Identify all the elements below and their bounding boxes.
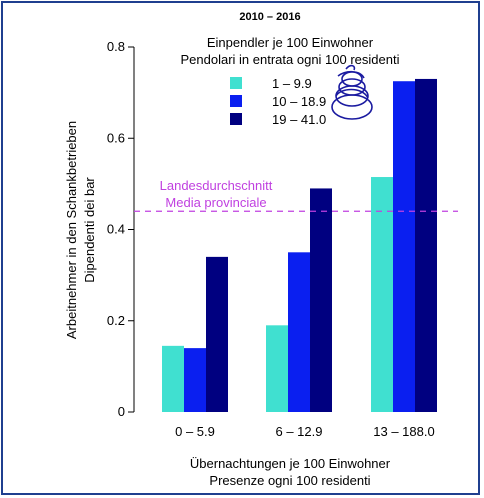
y-tick-label: 0.4 [107,222,125,237]
legend: 1 – 9.9 10 – 18.9 19 – 41.0 [230,76,326,127]
bar [415,78,437,412]
x-axis-label-line-1: Übernachtungen je 100 Einwohner [190,456,391,471]
legend-label: 10 – 18.9 [272,94,326,109]
reference-line-label: Media provinciale [165,195,266,210]
y-tick-label: 0.8 [107,39,125,54]
bar-series: 0 – 5.9 6 – 12.9 13 – 188.0 [162,78,437,439]
bar [393,81,415,412]
legend-label: 1 – 9.9 [272,76,312,91]
x-tick-label: 6 – 12.9 [276,424,323,439]
bar [266,325,288,412]
y-tick-label: 0.2 [107,313,125,328]
chart-title: 2010 – 2016 [239,11,300,23]
legend-swatch [230,95,242,107]
bar [162,345,184,412]
coiled-spring-logo-icon [331,64,373,120]
reference-line-group: Landesdurchschnitt Media provinciale [134,178,458,212]
x-tick-label: 0 – 5.9 [175,424,215,439]
legend-title-line-1: Einpendler je 100 Einwohner [207,35,374,50]
reference-line-label: Landesdurchschnitt [160,178,273,193]
y-tick-label: 0.6 [107,130,125,145]
x-axis-label-line-2: Presenze ogni 100 residenti [209,473,370,488]
y-axis-label-line-2: Dipendenti dei bar [82,177,97,283]
legend-label: 19 – 41.0 [272,112,326,127]
legend-title-line-2: Pendolari in entrata ogni 100 residenti [181,52,400,67]
bar [206,256,228,412]
y-axis-label-line-1: Arbeitnehmer in den Schankbetrieben [64,121,79,339]
plot-axes: 0 0.2 0.4 0.6 0.8 [107,39,135,419]
x-tick-label: 13 – 188.0 [373,424,434,439]
bar [288,252,310,412]
y-tick-label: 0 [118,404,125,419]
legend-swatch [230,77,242,89]
legend-swatch [230,113,242,125]
bar [184,348,206,412]
bar [371,177,393,412]
bar [310,188,332,412]
